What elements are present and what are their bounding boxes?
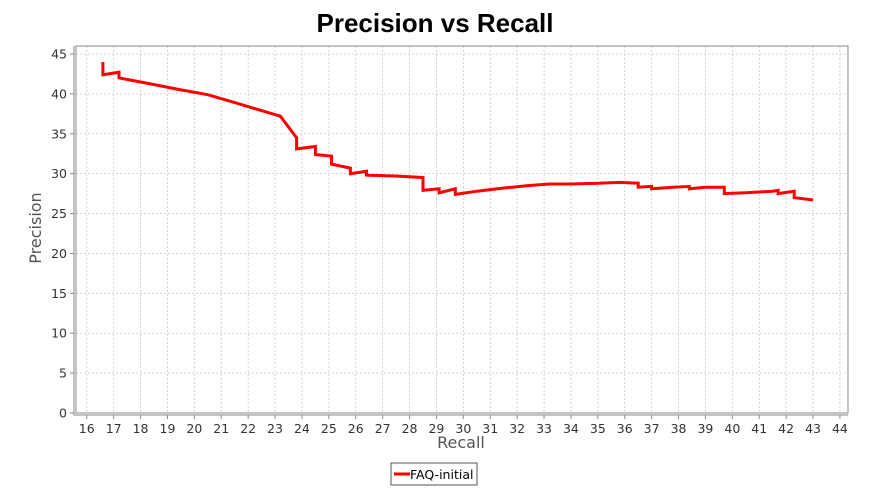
x-tick-label: 32 (509, 421, 525, 436)
x-tick-label: 43 (805, 421, 821, 436)
series-line-faq-initial (101, 62, 814, 202)
x-tick-label: 42 (778, 421, 794, 436)
x-tick-label: 33 (536, 421, 552, 436)
x-tick-label: 18 (133, 421, 149, 436)
y-tick-label: 40 (51, 86, 67, 101)
y-tick-label: 10 (51, 326, 67, 341)
x-tick-label: 19 (160, 421, 176, 436)
x-tick-label: 35 (590, 421, 606, 436)
x-tick-label: 41 (751, 421, 767, 436)
x-tick-label: 26 (348, 421, 364, 436)
y-tick-label: 0 (59, 406, 67, 421)
legend: FAQ-initial (390, 462, 478, 486)
plot-area (76, 46, 848, 413)
x-tick-label: 37 (644, 421, 660, 436)
x-axis-label: Recall (437, 433, 485, 452)
x-tick-label: 27 (375, 421, 391, 436)
y-tick-label: 30 (51, 166, 67, 181)
x-tick-label: 44 (832, 421, 848, 436)
x-tick-label: 28 (402, 421, 418, 436)
x-tick-label: 16 (79, 421, 95, 436)
legend-box (390, 462, 478, 486)
x-tick-label: 34 (563, 421, 579, 436)
y-tick-label: 20 (51, 246, 67, 261)
x-tick-label: 24 (294, 421, 310, 436)
y-tick-label: 45 (51, 46, 67, 61)
series-layer (101, 62, 814, 202)
x-tick-label: 39 (697, 421, 713, 436)
x-tick-label: 31 (482, 421, 498, 436)
x-tick-label: 23 (267, 421, 283, 436)
x-tick-label: 40 (724, 421, 740, 436)
tick-labels: 16 17 18 19 20 21 22 23 24 25 26 27 28 29 30 31 32 33 34 35… (51, 46, 848, 436)
chart-title: Precision vs Recall (316, 8, 553, 38)
x-tick-label: 38 (671, 421, 687, 436)
x-tick-label: 36 (617, 421, 633, 436)
y-tick-label: 25 (51, 206, 67, 221)
y-tick-label: 15 (51, 286, 67, 301)
y-tick-label: 5 (59, 366, 67, 381)
x-tick-label: 29 (428, 421, 444, 436)
plot-border (75, 45, 849, 414)
x-tick-label: 21 (213, 421, 229, 436)
y-tick-label: 35 (51, 126, 67, 141)
x-tick-label: 30 (455, 421, 471, 436)
axes (70, 46, 848, 419)
legend-label-faq-initial: FAQ-initial (410, 467, 473, 482)
x-tick-label: 25 (321, 421, 337, 436)
x-tick-label: 22 (240, 421, 256, 436)
x-tick-label: 20 (186, 421, 202, 436)
y-axis-label: Precision (26, 192, 45, 263)
x-tick-label: 17 (106, 421, 122, 436)
